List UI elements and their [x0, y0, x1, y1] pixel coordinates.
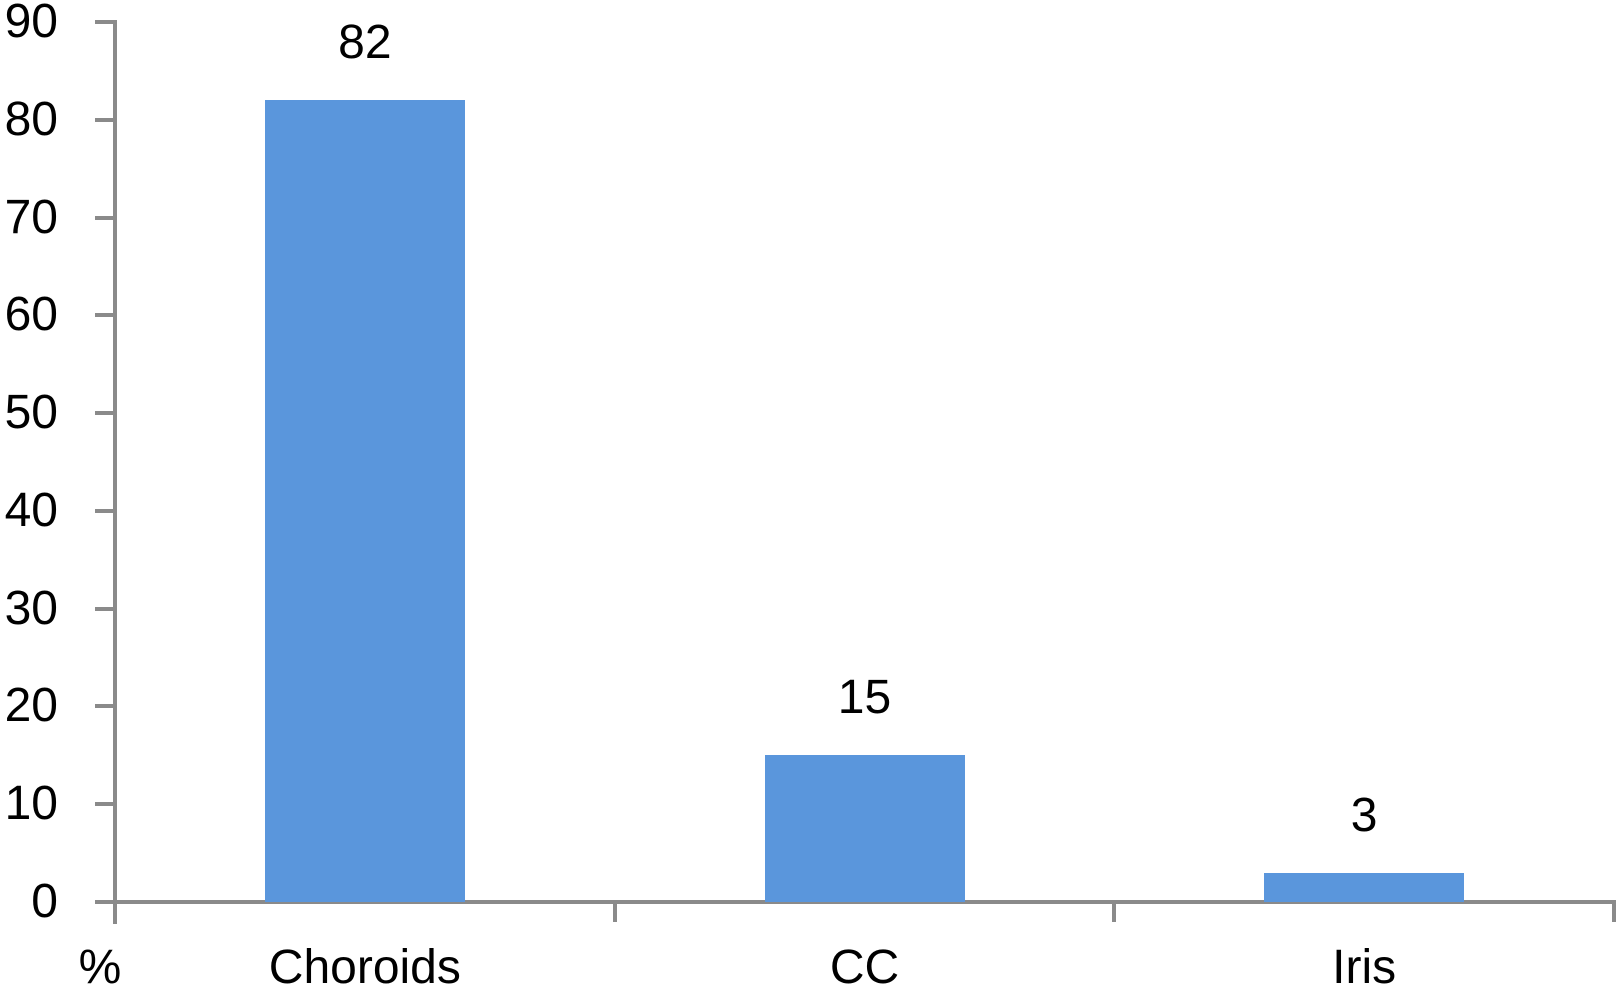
bar-cc [764, 755, 965, 902]
x-tick [612, 902, 617, 922]
y-tick-label: 40 [4, 483, 58, 537]
y-tick [95, 117, 115, 122]
y-tick [95, 411, 115, 416]
y-tick-label: 70 [4, 190, 58, 244]
category-label-iris: Iris [1332, 941, 1397, 994]
x-tick [1112, 902, 1117, 922]
category-label-choroids: Choroids [268, 941, 461, 994]
bar-value-label: 3 [1350, 788, 1378, 842]
y-tick-label: 20 [4, 679, 58, 733]
bar-choroids [264, 100, 465, 902]
y-tick [95, 704, 115, 709]
y-tick-label: 90 [4, 0, 58, 48]
y-tick [95, 313, 115, 318]
bar-value-label: 15 [837, 671, 892, 725]
y-axis-line [113, 20, 117, 924]
x-axis-line [95, 900, 1616, 904]
y-tick-label: 30 [4, 581, 58, 635]
y-tick-label: 50 [4, 386, 58, 440]
y-tick [95, 508, 115, 513]
bar-iris [1264, 872, 1465, 902]
y-tick [95, 215, 115, 220]
y-tick-label: 10 [4, 777, 58, 831]
y-tick-label: 0 [31, 875, 58, 928]
y-tick [95, 802, 115, 807]
y-tick-label: 80 [4, 92, 58, 146]
category-label-cc: CC [829, 941, 900, 994]
bar-value-label: 82 [338, 16, 392, 70]
x-tick [1612, 902, 1616, 922]
y-tick [95, 20, 115, 24]
y-tick [95, 606, 115, 611]
y-tick [95, 900, 115, 904]
y-tick-label: 60 [4, 288, 58, 342]
unit-label: % [78, 941, 122, 994]
